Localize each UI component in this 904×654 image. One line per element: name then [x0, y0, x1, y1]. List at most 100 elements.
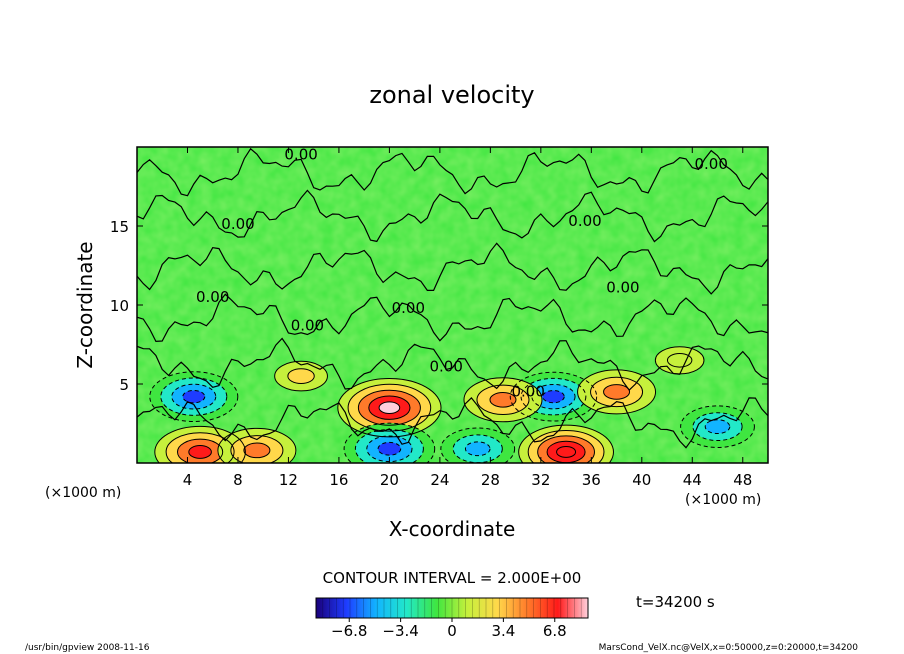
feature-contour: [476, 384, 530, 415]
x-tick-label: 36: [582, 471, 601, 489]
feature-contour: [440, 427, 516, 463]
feature-level: [542, 390, 565, 403]
feature-contour: [337, 378, 442, 438]
x-axis-ticks: 4 8 12 16 20 24 28 32 36 40 44 48: [183, 147, 752, 489]
feature-contour: [154, 425, 246, 463]
colorbar-tick-label: −3.4: [382, 622, 418, 640]
feature-11: [274, 361, 328, 391]
x-axis-label: X-coordinate: [389, 517, 516, 541]
feature-contour: [518, 424, 614, 463]
feature-contour: [230, 435, 284, 463]
x-tick-label: 24: [430, 471, 449, 489]
feature-level: [287, 368, 315, 384]
feature-10: [463, 377, 542, 422]
feature-level: [489, 392, 516, 408]
feature-contour: [217, 427, 297, 463]
contour-labels: 0.00 0.00 0.00 0.00 0.00 0.00 0.00 0.00 0.00 0.00: [196, 146, 728, 401]
x-tick-label: 20: [380, 471, 399, 489]
feature-contour: [377, 441, 402, 456]
contour-lines: [137, 147, 768, 463]
x-tick-label: 40: [632, 471, 651, 489]
feature-contour: [177, 438, 224, 463]
feature-level: [556, 446, 576, 458]
feature-level: [243, 443, 270, 458]
y-axis-ticks: 5 10 15: [110, 218, 768, 394]
footer-left: /usr/bin/gpview 2008-11-16: [25, 643, 150, 653]
feature-contour: [692, 412, 743, 442]
feature-contour: [171, 383, 217, 410]
feature-7: [577, 369, 656, 414]
contour-label: 0.00: [429, 357, 462, 375]
colorbar-tick-label: −6.8: [331, 622, 367, 640]
feature-contour: [542, 390, 565, 404]
x-tick-label: 4: [183, 471, 193, 489]
field-texture: [137, 147, 768, 463]
zero-contour: [137, 147, 768, 197]
feature-contour: [464, 441, 491, 457]
feature-9: [680, 405, 755, 448]
feature-contour: [160, 377, 228, 416]
contour-label: 0.00: [694, 155, 727, 173]
feature-0: [337, 378, 441, 437]
feature-contour: [577, 369, 657, 415]
feature-contour: [165, 432, 235, 463]
colorbar-bins: [322, 598, 582, 618]
feature-level: [188, 445, 212, 459]
feature-contour: [527, 430, 605, 463]
feature-level: [465, 441, 491, 456]
feature-level: [378, 442, 401, 456]
feature-level: [667, 353, 692, 368]
y-axis-label: Z-coordinate: [73, 241, 97, 368]
feature-contour: [149, 371, 239, 423]
plot-area: 0.00 0.00 0.00 0.00 0.00 0.00 0.00 0.00 0.00 0.00: [137, 146, 768, 463]
y-tick-label: 15: [110, 218, 129, 236]
y-tick-label: 10: [110, 297, 129, 315]
colorbar-tick-label: 6.8: [543, 622, 567, 640]
feature-8: [440, 427, 515, 463]
contour-label: 0.00: [284, 146, 317, 164]
feature-contour: [704, 419, 731, 435]
feature-contour: [287, 368, 315, 385]
feature-level: [705, 419, 730, 434]
feature-contour: [378, 401, 401, 415]
colorbar-ticks: −6.8 −3.4 0 3.4 6.8: [331, 618, 567, 640]
feature-level: [182, 390, 205, 403]
contour-label: 0.00: [511, 383, 544, 401]
x-tick-label: 16: [329, 471, 348, 489]
y-tick-label: 5: [119, 376, 129, 394]
zero-contour: [137, 189, 768, 243]
x-tick-label: 8: [233, 471, 243, 489]
contour-label: 0.00: [392, 299, 425, 317]
feature-contour: [489, 392, 517, 408]
contour-label: 0.00: [196, 288, 229, 306]
feature-contour: [343, 422, 436, 463]
feature-1: [149, 371, 238, 422]
x-tick-label: 28: [481, 471, 500, 489]
feature-contour: [666, 353, 693, 368]
x-tick-label: 48: [733, 471, 752, 489]
time-label: t=34200 s: [636, 593, 715, 611]
feature-level: [603, 384, 630, 400]
colorbar-gradient: [316, 598, 588, 618]
zero-contour: [137, 293, 768, 343]
y-axis-unit: (×1000 m): [45, 485, 121, 501]
feature-level: [379, 401, 400, 414]
zero-contour: [137, 337, 768, 392]
feature-contour: [274, 360, 328, 392]
colorbar-tick-label: 3.4: [491, 622, 515, 640]
chart-title: zonal velocity: [369, 81, 534, 109]
x-tick-label: 44: [683, 471, 702, 489]
contour-label: 0.00: [568, 212, 601, 230]
feature-contour: [603, 384, 631, 400]
feature-contour: [590, 376, 644, 408]
feature-contour: [347, 383, 432, 432]
contour-label: 0.00: [221, 215, 254, 233]
x-axis-unit: (×1000 m): [685, 492, 761, 508]
x-tick-label: 12: [279, 471, 298, 489]
feature-contour: [243, 442, 271, 459]
x-tick-label: 32: [531, 471, 550, 489]
feature-contour: [531, 383, 576, 410]
contour-label: 0.00: [291, 316, 324, 334]
colorbar: −6.8 −3.4 0 3.4 6.8: [315, 597, 589, 640]
